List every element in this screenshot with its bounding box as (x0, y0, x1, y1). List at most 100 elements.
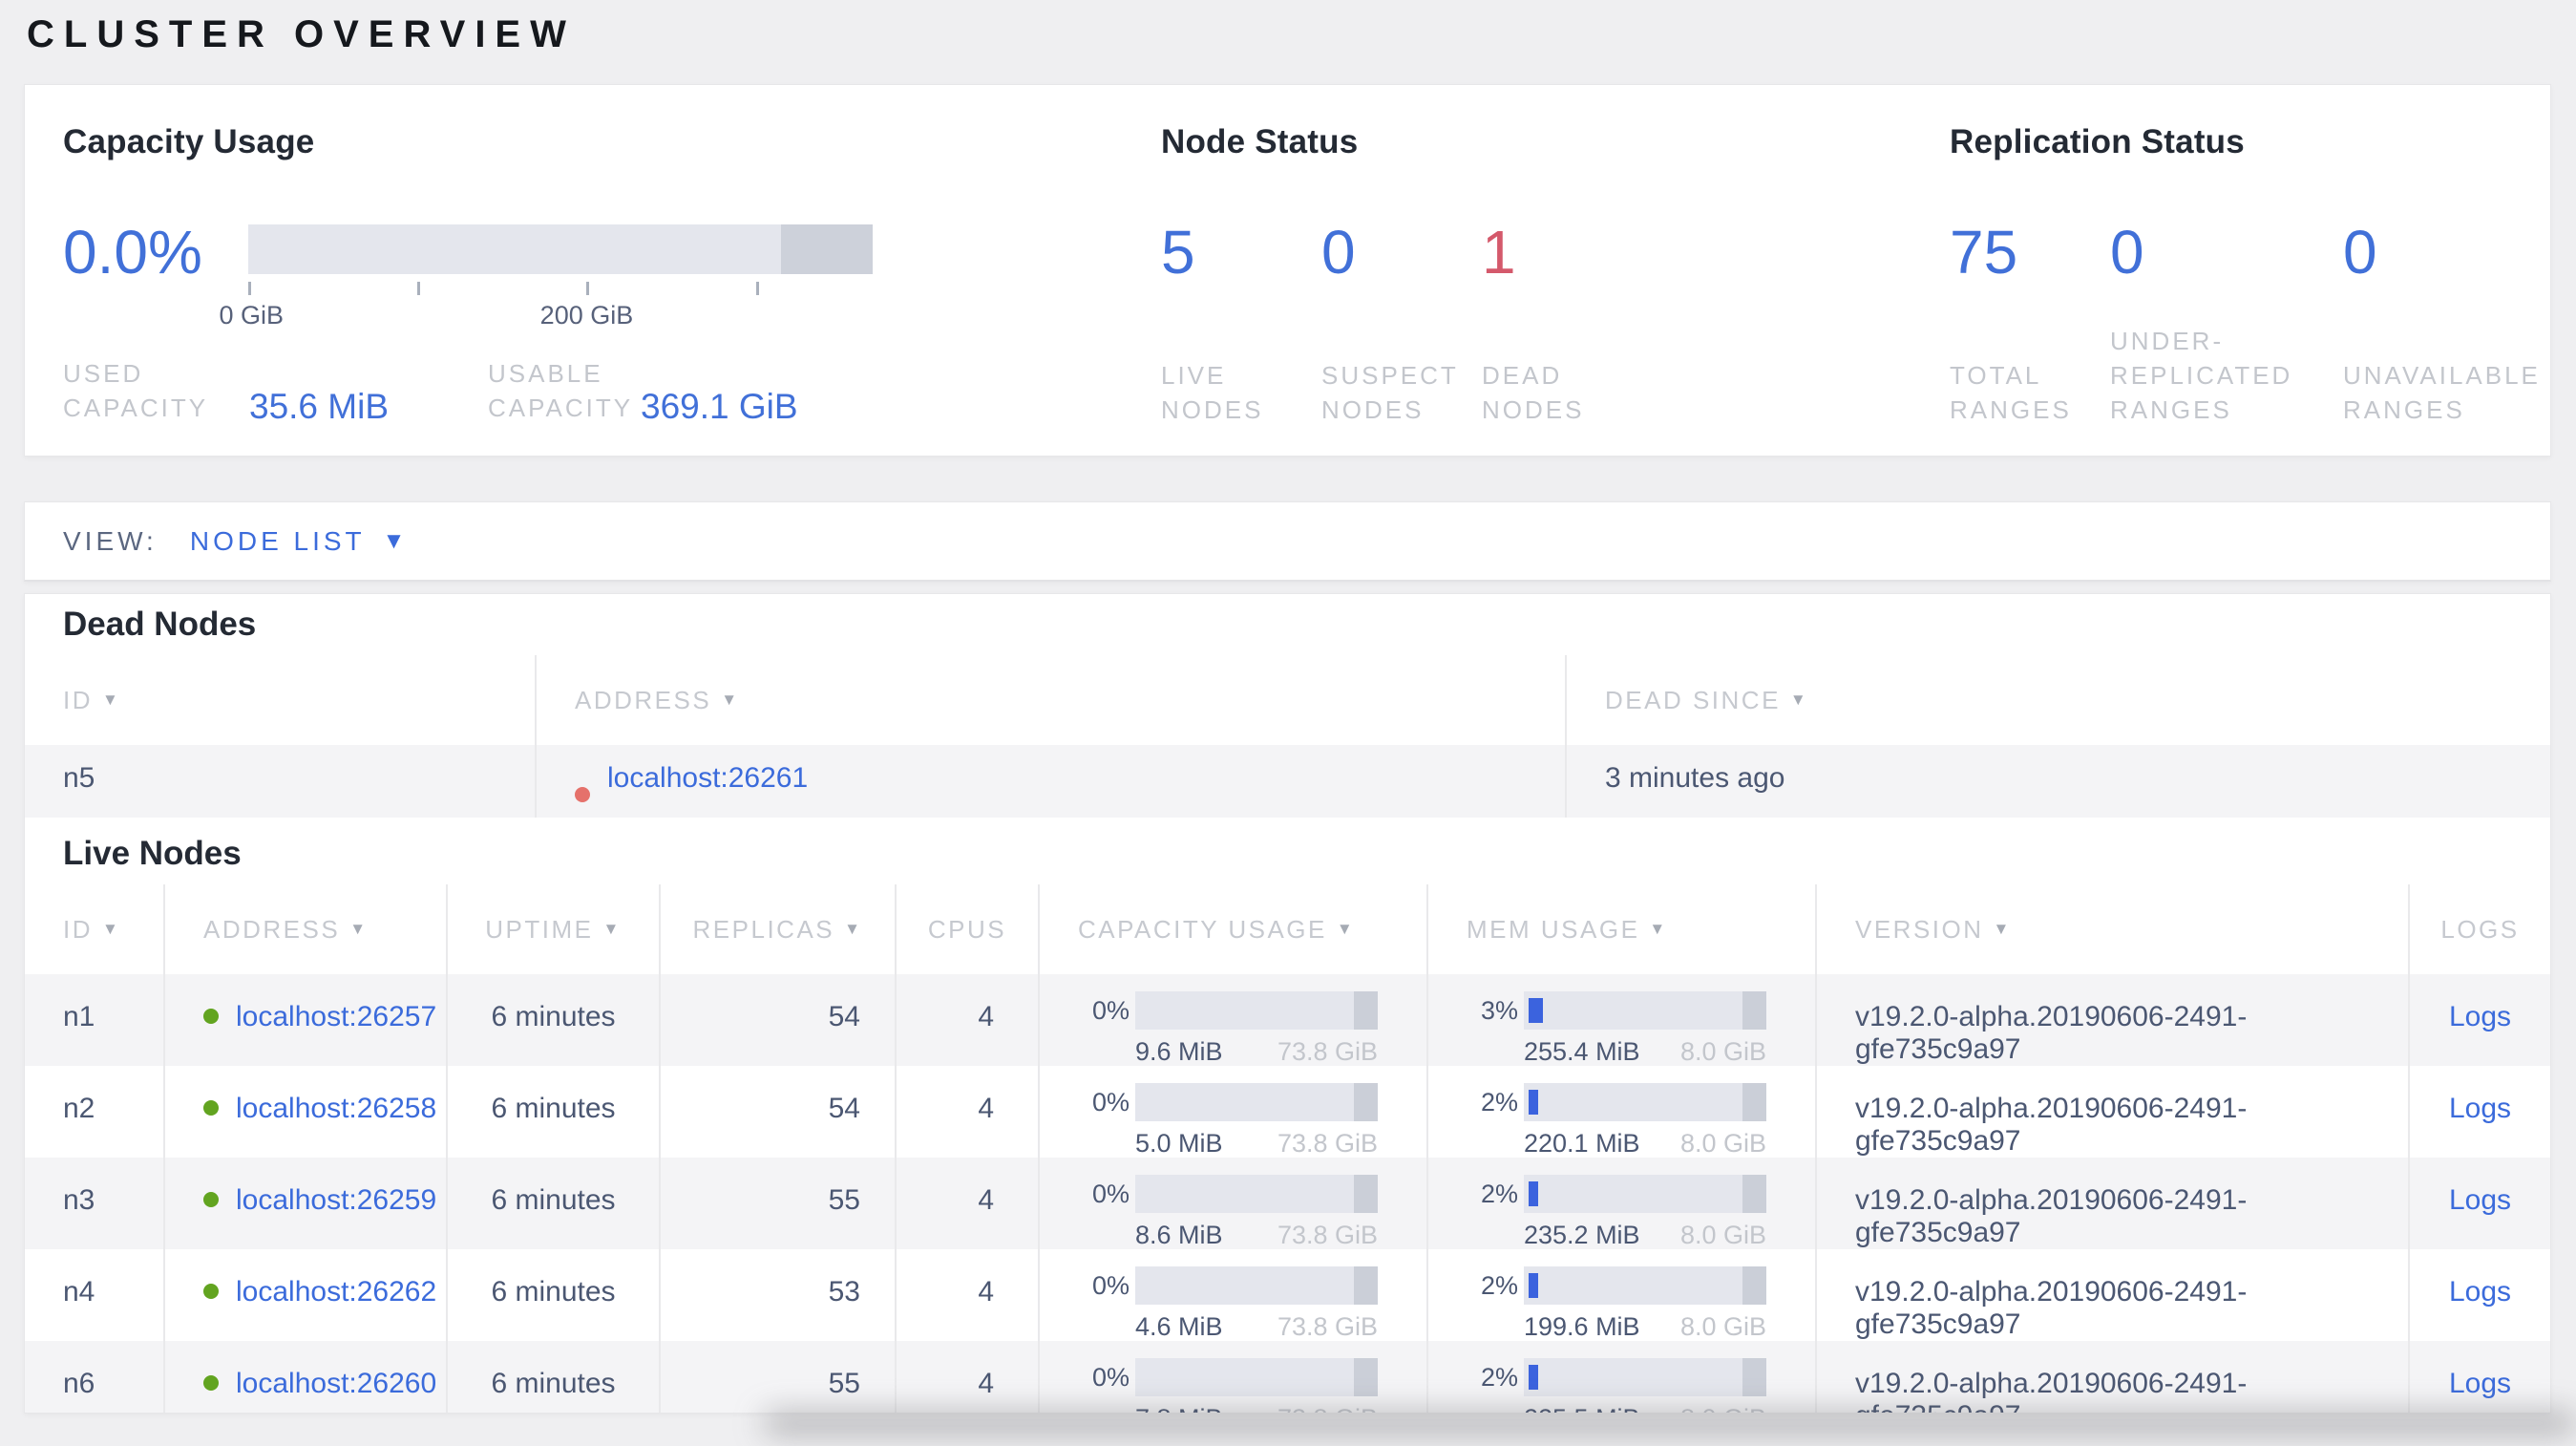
capacity-pct: 0% (1091, 1270, 1130, 1300)
dead-node-address-cell: localhost:26261 (535, 745, 1565, 818)
col-header-version[interactable]: VERSION ▼ (1815, 884, 2408, 974)
node-cpus: 4 (895, 1066, 1038, 1158)
capacity-total: 73.8 GiB (1277, 1037, 1378, 1066)
capacity-pct: 0% (1091, 1087, 1130, 1116)
capacity-total: 73.8 GiB (1277, 1221, 1378, 1249)
capacity-used: 8.6 MiB (1135, 1221, 1223, 1249)
live-status-dot-icon (203, 1100, 219, 1116)
memory-pct: 2% (1480, 1270, 1518, 1300)
dead-node-address-link[interactable]: localhost:26261 (607, 762, 809, 794)
node-logs-cell: Logs (2408, 1158, 2550, 1249)
dead-nodes-stat: 1 DEAD NODES (1482, 219, 1642, 427)
node-address-link[interactable]: localhost:26257 (236, 1001, 437, 1032)
gauge-tick (248, 282, 251, 295)
dead-col-header-id[interactable]: ID ▼ (63, 685, 121, 714)
dead-col-header-address[interactable]: ADDRESS ▼ (535, 655, 1565, 745)
node-address-link[interactable]: localhost:26260 (236, 1368, 437, 1399)
capacity-bar (1135, 991, 1378, 1030)
unavailable-ranges-stat: 0 UNAVAILABLE RANGES (2343, 219, 2553, 427)
live-nodes-heading: Live Nodes (63, 835, 242, 872)
under-replicated-ranges-count: 0 (2110, 218, 2144, 287)
capacity-gauge: 0 GiB 200 GiB (220, 224, 873, 339)
live-node-row: n1 localhost:26257 6 minutes 54 4 0% 9.6… (25, 974, 2550, 1066)
node-address-link[interactable]: localhost:26262 (236, 1276, 437, 1308)
memory-used: 225.5 MiB (1524, 1404, 1640, 1413)
node-capacity-cell: 0% 8.6 MiB 73.8 GiB (1038, 1158, 1426, 1249)
dead-node-row: n5 localhost:26261 3 minutes ago (25, 745, 2550, 818)
view-selected-option[interactable]: NODE LIST (189, 525, 366, 556)
suspect-nodes-label: SUSPECT NODES (1321, 361, 1459, 424)
usable-capacity-value: 369.1 GiB (641, 387, 798, 426)
capacity-total: 73.8 GiB (1277, 1129, 1378, 1158)
node-logs-cell: Logs (2408, 974, 2550, 1066)
node-memory-cell: 3% 255.4 MiB 8.0 GiB (1426, 974, 1815, 1066)
col-header-mem-usage[interactable]: MEM USAGE ▼ (1426, 884, 1815, 974)
capacity-total: 73.8 GiB (1277, 1312, 1378, 1341)
live-nodes-header-row: ID ▼ ADDRESS ▼ UPTIME ▼ REPLICAS ▼ CPUS CAPA… (25, 884, 2550, 974)
live-node-row: n4 localhost:26262 6 minutes 53 4 0% 4.6… (25, 1249, 2550, 1341)
gauge-tick-label: 0 GiB (219, 301, 285, 330)
total-ranges-count: 75 (1950, 218, 2018, 287)
capacity-used-percent: 0.0% (63, 218, 202, 287)
node-address-link[interactable]: localhost:26259 (236, 1184, 437, 1216)
sort-desc-icon: ▼ (721, 691, 740, 709)
view-selector[interactable]: NODE LIST ▼ (190, 526, 406, 557)
memory-total: 8.0 GiB (1679, 1312, 1766, 1341)
node-uptime: 6 minutes (446, 1249, 659, 1341)
gauge-tick-label: 200 GiB (539, 301, 634, 330)
memory-pct: 2% (1480, 1087, 1518, 1116)
node-replicas: 54 (659, 1066, 895, 1158)
node-address-cell: localhost:26257 (163, 974, 446, 1066)
capacity-bar (1135, 1358, 1378, 1396)
gauge-tick (755, 282, 759, 295)
col-header-uptime[interactable]: UPTIME ▼ (446, 884, 659, 974)
under-replicated-ranges-stat: 0 UNDER-REPLICATED RANGES (2110, 219, 2343, 427)
col-header-address[interactable]: ADDRESS ▼ (163, 884, 446, 974)
dead-nodes-table: ID ▼ ADDRESS ▼ DEAD SINCE ▼ n5 localhost:26… (25, 655, 2550, 818)
col-header-replicas[interactable]: REPLICAS ▼ (659, 884, 895, 974)
node-cpus: 4 (895, 1249, 1038, 1341)
under-replicated-ranges-label: UNDER-REPLICATED RANGES (2110, 327, 2293, 424)
sort-desc-icon: ▼ (602, 920, 622, 938)
node-capacity-cell: 0% 9.6 MiB 73.8 GiB (1038, 974, 1426, 1066)
dead-col-header-dead-since[interactable]: DEAD SINCE ▼ (1565, 655, 2550, 745)
live-status-dot-icon (203, 1192, 219, 1207)
chevron-down-icon[interactable]: ▼ (382, 527, 406, 554)
unavailable-ranges-count: 0 (2343, 218, 2377, 287)
memory-total: 8.0 GiB (1679, 1221, 1766, 1249)
live-node-row: n3 localhost:26259 6 minutes 55 4 0% 8.6… (25, 1158, 2550, 1249)
node-address-cell: localhost:26259 (163, 1158, 446, 1249)
live-nodes-table: ID ▼ ADDRESS ▼ UPTIME ▼ REPLICAS ▼ CPUS CAPA… (25, 884, 2550, 1413)
logs-link[interactable]: Logs (2448, 1184, 2512, 1216)
logs-link[interactable]: Logs (2448, 1368, 2512, 1399)
node-replicas: 55 (659, 1158, 895, 1249)
capacity-bar (1135, 1175, 1378, 1213)
node-logs-cell: Logs (2408, 1341, 2550, 1413)
node-id: n6 (63, 1368, 95, 1399)
memory-bar (1524, 1083, 1766, 1121)
node-id: n2 (63, 1093, 95, 1124)
window-bottom-shadow (764, 1414, 2576, 1433)
node-uptime: 6 minutes (446, 1066, 659, 1158)
sort-desc-icon: ▼ (1649, 920, 1668, 938)
node-version: v19.2.0-alpha.20190606-2491-gfe735c9a97 (1815, 1066, 2408, 1158)
memory-pct: 2% (1480, 1362, 1518, 1392)
total-ranges-stat: 75 TOTAL RANGES (1950, 219, 2110, 427)
total-ranges-label: TOTAL RANGES (1950, 361, 2072, 424)
node-address-link[interactable]: localhost:26258 (236, 1093, 437, 1124)
dead-status-dot-icon (575, 787, 590, 802)
live-status-dot-icon (203, 1284, 219, 1299)
memory-used: 235.2 MiB (1524, 1221, 1640, 1249)
capacity-bar (1135, 1083, 1378, 1121)
logs-link[interactable]: Logs (2448, 1093, 2512, 1124)
view-label: VIEW: (63, 525, 158, 556)
col-header-capacity-usage[interactable]: CAPACITY USAGE ▼ (1038, 884, 1426, 974)
node-version: v19.2.0-alpha.20190606-2491-gfe735c9a97 (1815, 1341, 2408, 1413)
logs-link[interactable]: Logs (2448, 1276, 2512, 1308)
node-uptime: 6 minutes (446, 1341, 659, 1413)
col-header-id[interactable]: ID ▼ (63, 914, 121, 944)
live-nodes-stat: 5 LIVE NODES (1161, 219, 1321, 427)
live-nodes-label: LIVE NODES (1161, 361, 1264, 424)
logs-link[interactable]: Logs (2448, 1001, 2512, 1032)
gauge-tick (417, 282, 421, 295)
